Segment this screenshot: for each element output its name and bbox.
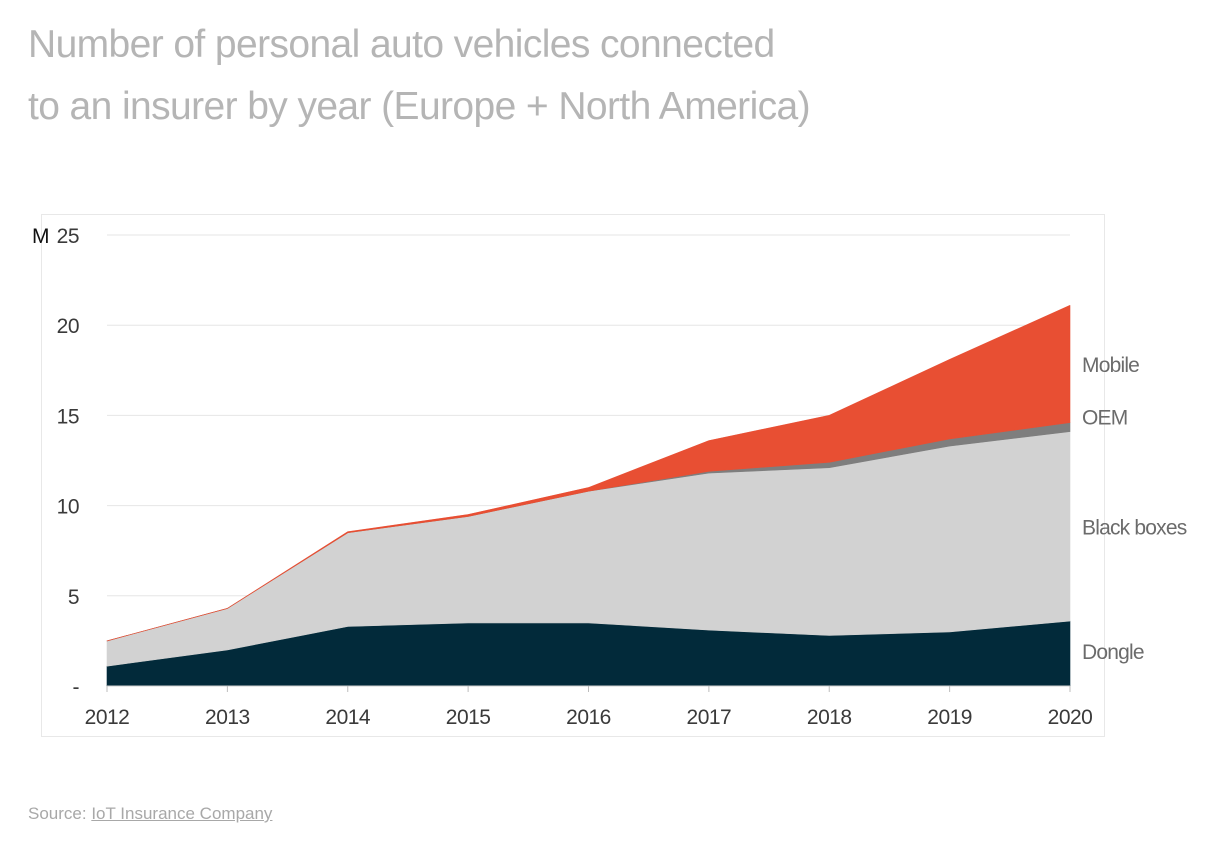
x-tick-label-2020: 2020 [1048, 706, 1093, 729]
x-tick-label-2015: 2015 [446, 706, 491, 729]
x-tick-label-2012: 2012 [85, 706, 130, 729]
x-tick-label-2016: 2016 [566, 706, 611, 729]
axes: 2012 2013 2014 2015 2016 2017 2018 2019 2020-510… [32, 225, 1093, 729]
y-tick-label-5: 5 [68, 586, 79, 609]
y-tick-label-10: 10 [57, 496, 79, 519]
y-unit-label: M [32, 225, 50, 248]
y-tick-label-20: 20 [57, 315, 79, 338]
series-label-mobile: Mobile [1082, 354, 1139, 377]
source-note: Source: IoT Insurance Company [28, 804, 272, 824]
series-label-oem: OEM [1082, 407, 1127, 430]
series-label-black-boxes: Black boxes [1082, 516, 1187, 539]
stack-top-outline [106, 305, 1071, 642]
x-tick-label-2018: 2018 [807, 706, 852, 729]
chart-title-line-1: Number of personal auto vehicles connect… [28, 23, 775, 66]
x-tick-label-2017: 2017 [687, 706, 732, 729]
x-tick-label-2013: 2013 [205, 706, 250, 729]
source-prefix: Source: [28, 804, 92, 823]
source-link[interactable]: IoT Insurance Company [91, 804, 273, 823]
chart-title-line-2: to an insurer by year (Europe + North Am… [28, 85, 811, 128]
chart-frame [41, 214, 1105, 737]
x-tick-label-2014: 2014 [325, 706, 371, 729]
y-tick-label-25: 25 [57, 225, 79, 248]
x-tick-label-2019: 2019 [927, 706, 972, 729]
series-labels: Dongle Black boxes OEM Mobile [1082, 354, 1188, 664]
y-tick-label-15: 15 [57, 405, 79, 428]
area-series [106, 305, 1071, 687]
series-label-dongle: Dongle [1082, 641, 1144, 664]
y-tick-label-0: - [73, 676, 80, 699]
